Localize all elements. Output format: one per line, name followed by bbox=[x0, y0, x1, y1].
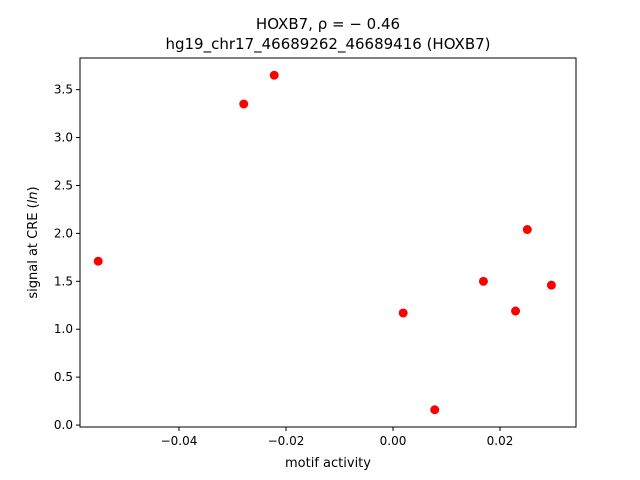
data-point-5 bbox=[430, 405, 440, 415]
data-point-6 bbox=[478, 276, 488, 286]
y-axis-ticks: 0.0 0.5 1.0 1.5 2.0 2.5 3.0 3.5 bbox=[54, 83, 80, 432]
data-point-8 bbox=[522, 225, 532, 235]
x-tick-label: 0.00 bbox=[380, 434, 407, 448]
y-axis-label-italic: ln bbox=[26, 191, 41, 203]
y-tick-label: 0.5 bbox=[54, 370, 73, 384]
y-tick-label: 3.5 bbox=[54, 83, 73, 97]
x-tick-label: 0.02 bbox=[487, 434, 514, 448]
y-tick-label: 1.0 bbox=[54, 322, 73, 336]
y-tick-label: 2.5 bbox=[54, 178, 73, 192]
x-axis-ticks: −0.04 −0.02 0.00 0.02 bbox=[161, 427, 514, 448]
x-tick-label: −0.04 bbox=[161, 434, 198, 448]
data-point-7 bbox=[511, 306, 521, 316]
chart-subtitle: hg19_chr17_46689262_46689416 (HOXB7) bbox=[165, 35, 490, 54]
y-tick-label: 2.0 bbox=[54, 226, 73, 240]
data-point-1 bbox=[93, 256, 103, 266]
y-axis-label-prefix: signal at CRE ( bbox=[26, 203, 41, 298]
y-tick-label: 0.0 bbox=[54, 418, 73, 432]
y-tick-label: 3.0 bbox=[54, 131, 73, 145]
y-tick-label: 1.5 bbox=[54, 274, 73, 288]
data-point-3 bbox=[269, 70, 279, 80]
chart-title: HOXB7, ρ = − 0.46 bbox=[256, 15, 400, 33]
x-axis-label: motif activity bbox=[285, 456, 371, 471]
plot-area bbox=[93, 70, 556, 415]
axes-frame bbox=[79, 57, 577, 428]
y-axis-label: signal at CRE (ln) bbox=[26, 186, 41, 298]
x-tick-label: −0.02 bbox=[268, 434, 305, 448]
data-point-4 bbox=[398, 308, 408, 318]
y-axis-label-suffix: ) bbox=[26, 186, 41, 191]
data-point-2 bbox=[239, 99, 249, 109]
data-point-9 bbox=[546, 280, 556, 290]
